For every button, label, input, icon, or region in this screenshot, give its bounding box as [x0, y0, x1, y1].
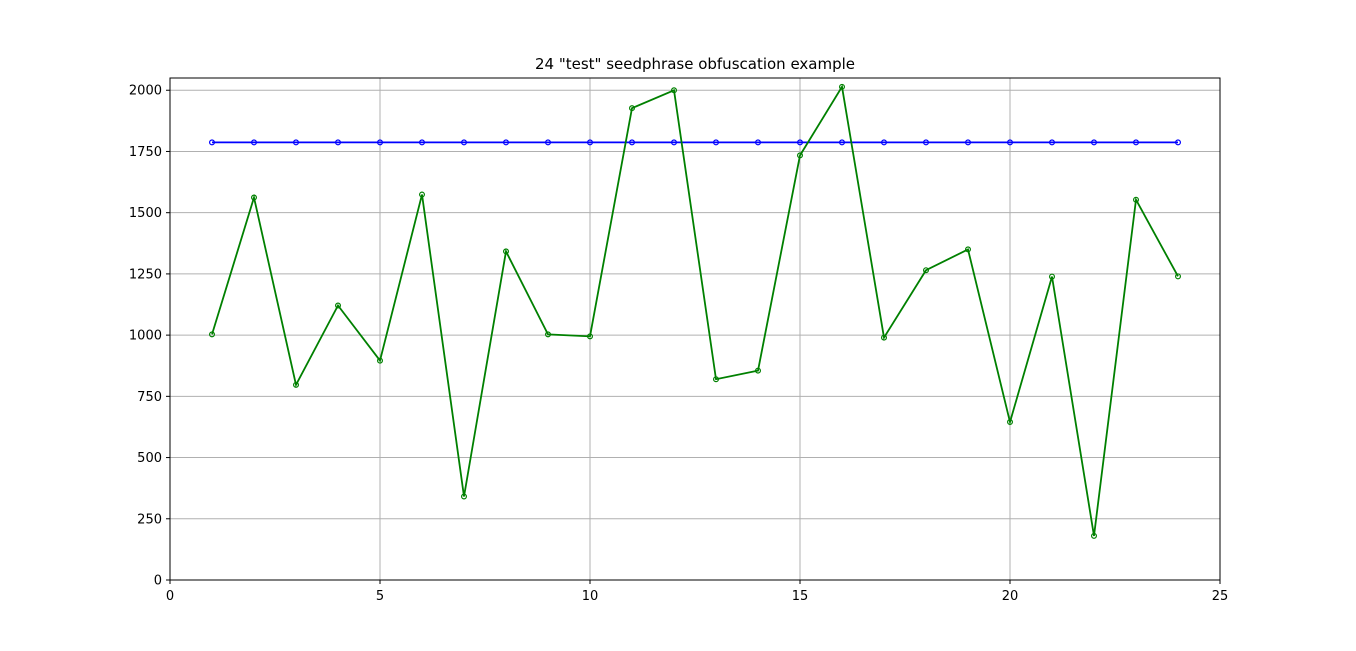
y-tick-label: 2000: [129, 84, 162, 99]
data-point: [754, 367, 761, 374]
data-point: [628, 139, 635, 146]
data-point: [461, 139, 468, 146]
data-point: [251, 139, 258, 146]
data-point: [293, 381, 300, 388]
data-point: [838, 83, 845, 90]
series-2: [209, 83, 1181, 539]
y-tick-label: 750: [137, 390, 162, 405]
data-point: [964, 139, 971, 146]
data-point: [922, 267, 929, 274]
data-point: [377, 139, 384, 146]
data-point: [754, 139, 761, 146]
data-point: [377, 357, 384, 364]
y-tick-label: 1250: [129, 267, 162, 282]
data-point: [1048, 139, 1055, 146]
data-point: [796, 139, 803, 146]
grid: [169, 78, 1221, 581]
data-point: [209, 331, 216, 338]
y-tick-label: 0: [154, 574, 162, 589]
data-point: [335, 139, 342, 146]
data-point: [922, 139, 929, 146]
data-point: [1090, 532, 1097, 539]
y-tick-label: 1500: [129, 206, 162, 221]
x-tick-label: 20: [1002, 589, 1019, 604]
y-tick-label: 1750: [129, 145, 162, 160]
chart-title: 24 "test" seedphrase obfuscation example: [535, 55, 855, 73]
data-point: [251, 194, 258, 201]
data-point: [586, 333, 593, 340]
data-point: [1006, 139, 1013, 146]
series-layer: [209, 83, 1181, 539]
data-point: [1174, 273, 1181, 280]
data-point: [712, 376, 719, 383]
data-point: [964, 246, 971, 253]
data-point: [293, 139, 300, 146]
data-point: [1006, 419, 1013, 426]
x-tick-label: 5: [376, 589, 384, 604]
series-1: [209, 139, 1181, 146]
data-point: [503, 139, 510, 146]
data-point: [1132, 139, 1139, 146]
data-point: [586, 139, 593, 146]
data-point: [1174, 139, 1181, 146]
data-point: [712, 139, 719, 146]
y-tick-label: 250: [137, 512, 162, 527]
x-tick-label: 0: [166, 589, 174, 604]
data-point: [461, 493, 468, 500]
x-tick-label: 15: [792, 589, 809, 604]
data-point: [838, 139, 845, 146]
data-point: [796, 152, 803, 159]
data-point: [1090, 139, 1097, 146]
data-point: [419, 191, 426, 198]
x-tick-label: 10: [582, 589, 599, 604]
data-point: [335, 302, 342, 309]
data-point: [544, 139, 551, 146]
data-point: [880, 139, 887, 146]
data-point: [1132, 196, 1139, 203]
series-line: [211, 84, 1179, 537]
data-point: [628, 105, 635, 112]
data-point: [503, 248, 510, 255]
data-point: [1048, 273, 1055, 280]
data-point: [419, 139, 426, 146]
data-point: [544, 331, 551, 338]
data-point: [670, 87, 677, 94]
data-point: [209, 139, 216, 146]
data-point: [670, 139, 677, 146]
x-tick-label: 25: [1212, 589, 1229, 604]
y-tick-label: 1000: [129, 329, 162, 344]
y-tick-label: 500: [137, 451, 162, 466]
data-point: [880, 334, 887, 341]
plot-frame: [169, 77, 1221, 581]
